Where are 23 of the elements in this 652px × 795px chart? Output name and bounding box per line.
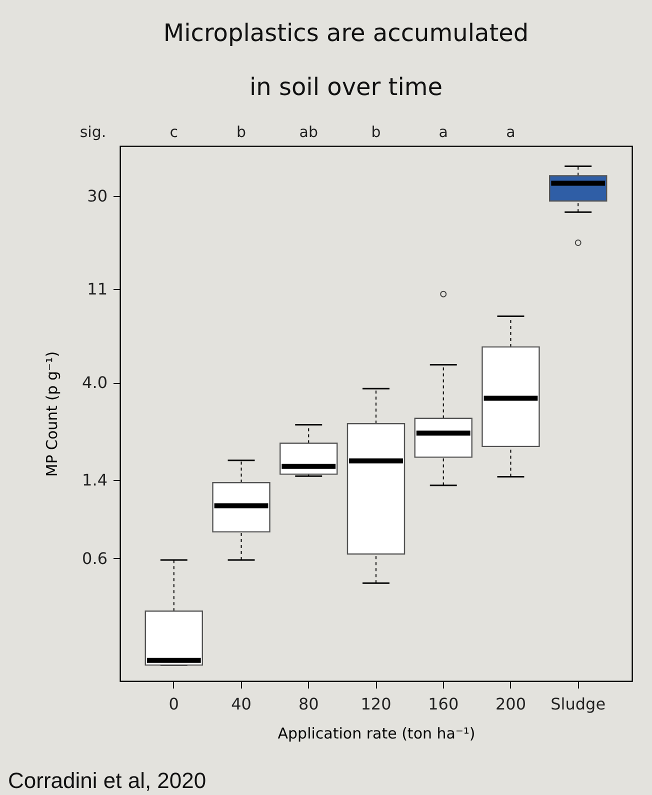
- y-tick-label: 1.4: [82, 470, 108, 490]
- x-tick-label: 0: [168, 694, 179, 714]
- text: b: [236, 123, 246, 141]
- text: ab: [299, 123, 318, 141]
- x-tick-label: 160: [428, 694, 459, 714]
- x-tick-label: 120: [360, 694, 392, 714]
- x-tick-label: 200: [495, 694, 526, 714]
- x-tick-label: 40: [231, 694, 252, 714]
- y-tick-label: 0.6: [82, 548, 108, 568]
- y-axis-title: MP Count (p g⁻¹): [43, 351, 62, 477]
- x-tick-label: 80: [298, 694, 319, 714]
- y-tick-label: 4.0: [82, 373, 108, 392]
- text: a: [438, 123, 448, 141]
- x-axis-title: Application rate (ton ha⁻¹): [278, 724, 476, 742]
- chart-title: Microplastics are accumulated in soil over time: [163, 19, 529, 101]
- text: c: [170, 123, 178, 141]
- text: b: [371, 123, 381, 141]
- x-tick-label: Sludge: [550, 694, 606, 714]
- text: Corradini et al, 2020: [8, 768, 206, 793]
- text: sig.: [80, 123, 106, 141]
- text: a: [506, 123, 516, 141]
- y-tick-label: 11: [87, 279, 108, 298]
- y-tick-label: 30: [87, 186, 108, 206]
